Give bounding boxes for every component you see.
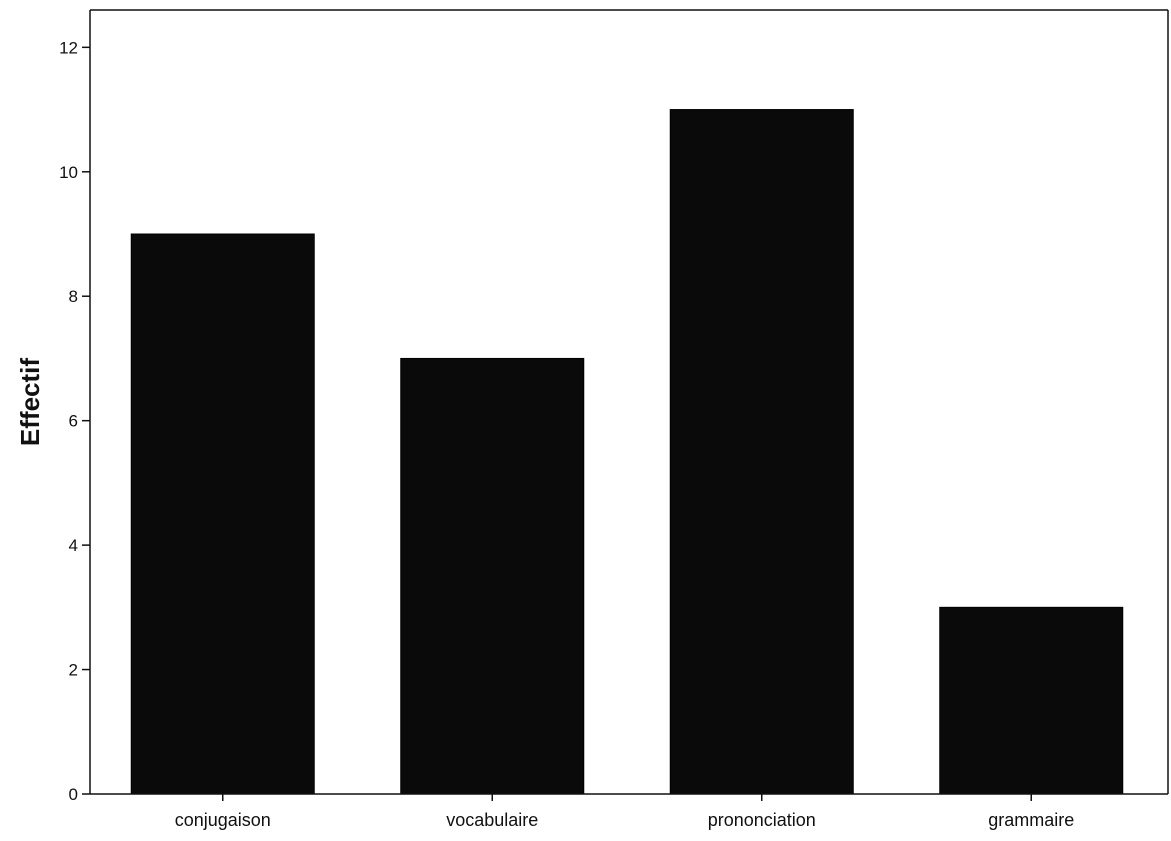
y-tick-label: 12 xyxy=(59,38,78,57)
y-tick-label: 6 xyxy=(69,412,78,431)
y-tick-label: 10 xyxy=(59,163,78,182)
bar-vocabulaire xyxy=(400,357,585,795)
y-tick-label: 8 xyxy=(69,287,78,306)
bar-prononciation xyxy=(669,109,854,795)
bar-conjugaison xyxy=(130,233,315,795)
axes-layer xyxy=(82,9,1169,801)
x-category-label: conjugaison xyxy=(175,810,271,830)
y-tick-label: 4 xyxy=(69,536,78,555)
x-category-label: prononciation xyxy=(708,810,816,830)
x-category-label: vocabulaire xyxy=(446,810,538,830)
y-tick-label: 0 xyxy=(69,785,78,804)
y-axis-title: Effectif xyxy=(15,358,45,446)
x-category-label: grammaire xyxy=(988,810,1074,830)
bars-layer xyxy=(130,109,1124,795)
y-tick-label: 2 xyxy=(69,661,78,680)
bar-grammaire xyxy=(939,606,1124,795)
labels-layer: 0 2 4 6 8 10 12 conjugaison vocabulaire prononcia… xyxy=(59,38,1074,830)
